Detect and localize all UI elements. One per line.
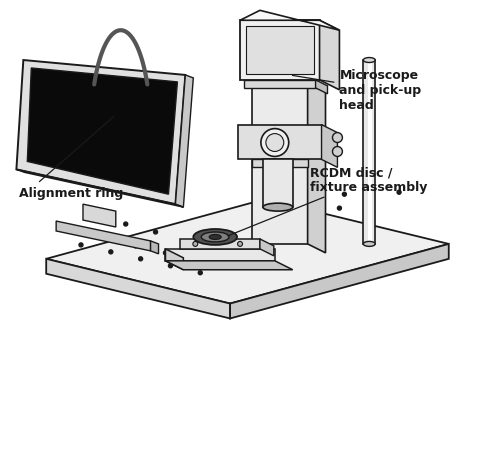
Polygon shape [180, 240, 260, 249]
Text: Microscope
and pick-up
head: Microscope and pick-up head [293, 69, 421, 112]
Circle shape [124, 223, 128, 227]
Circle shape [169, 264, 172, 268]
Polygon shape [16, 61, 185, 205]
Polygon shape [263, 160, 293, 207]
Bar [246, 27, 314, 75]
Circle shape [338, 207, 342, 211]
Polygon shape [150, 241, 159, 254]
Circle shape [164, 252, 168, 255]
Circle shape [153, 230, 157, 235]
Polygon shape [244, 81, 316, 89]
Circle shape [313, 201, 317, 205]
Circle shape [109, 250, 113, 254]
Circle shape [238, 242, 243, 247]
Circle shape [104, 236, 108, 241]
Circle shape [74, 230, 78, 234]
Polygon shape [166, 249, 183, 270]
Ellipse shape [363, 58, 375, 63]
Circle shape [333, 133, 343, 143]
Polygon shape [308, 81, 325, 253]
Ellipse shape [201, 232, 229, 242]
Polygon shape [316, 81, 327, 95]
Ellipse shape [263, 204, 293, 212]
Polygon shape [321, 125, 338, 168]
Polygon shape [175, 76, 194, 207]
Circle shape [79, 243, 83, 247]
Polygon shape [238, 125, 321, 160]
Polygon shape [83, 205, 116, 228]
Circle shape [283, 209, 287, 213]
Circle shape [94, 216, 98, 219]
Circle shape [368, 199, 371, 203]
Text: RCDM disc /
fixture assembly: RCDM disc / fixture assembly [228, 166, 427, 236]
Circle shape [288, 229, 292, 232]
Polygon shape [252, 81, 308, 244]
Circle shape [266, 134, 284, 152]
Polygon shape [56, 222, 150, 252]
Text: Alignment ring: Alignment ring [20, 117, 123, 200]
Ellipse shape [209, 235, 221, 240]
Polygon shape [260, 240, 274, 256]
Polygon shape [230, 244, 449, 319]
Circle shape [333, 147, 343, 157]
Polygon shape [240, 11, 340, 31]
Polygon shape [240, 21, 319, 81]
Polygon shape [252, 160, 308, 168]
Polygon shape [319, 21, 340, 90]
Polygon shape [16, 170, 183, 207]
Polygon shape [46, 259, 230, 319]
Polygon shape [363, 61, 375, 244]
Polygon shape [166, 249, 275, 261]
Ellipse shape [363, 242, 375, 247]
Circle shape [193, 242, 198, 247]
Polygon shape [166, 261, 293, 270]
Circle shape [198, 271, 202, 275]
Circle shape [139, 257, 143, 261]
Ellipse shape [194, 230, 237, 246]
Circle shape [261, 129, 289, 157]
Circle shape [258, 236, 262, 241]
Polygon shape [368, 61, 372, 244]
Circle shape [278, 223, 282, 227]
Polygon shape [27, 69, 177, 195]
Polygon shape [46, 200, 449, 304]
Circle shape [343, 193, 346, 197]
Circle shape [134, 244, 138, 248]
Circle shape [308, 215, 312, 218]
Circle shape [397, 191, 401, 195]
